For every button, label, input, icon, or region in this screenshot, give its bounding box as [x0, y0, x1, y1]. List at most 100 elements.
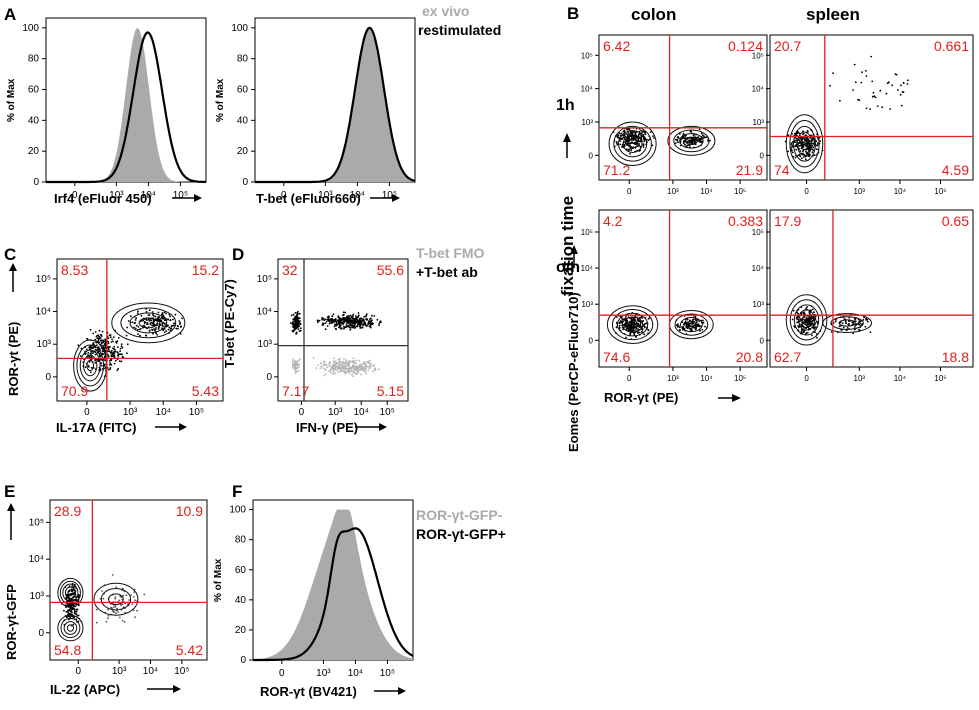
- event-dot: [328, 363, 330, 365]
- contour-ring: [627, 138, 638, 149]
- event-dot: [799, 150, 802, 153]
- event-dot: [627, 148, 630, 151]
- event-dot: [373, 364, 375, 367]
- spleen-header: spleen: [806, 5, 860, 24]
- event-dot: [897, 89, 899, 91]
- event-dot: [156, 318, 158, 321]
- event-dot: [100, 364, 103, 367]
- y-axis-label: % of Max: [6, 78, 17, 122]
- event-dot: [794, 141, 797, 143]
- event-dot: [803, 156, 805, 158]
- event-dot: [887, 81, 890, 84]
- ytick-label: 10⁴: [581, 85, 594, 94]
- event-dot: [97, 337, 100, 339]
- event-dot: [345, 325, 348, 327]
- event-dot: [807, 146, 810, 149]
- y-axis-label: % of Max: [213, 558, 224, 602]
- event-dot: [347, 319, 350, 322]
- event-dot: [346, 320, 348, 323]
- event-dot: [811, 151, 814, 154]
- event-dot: [369, 321, 371, 324]
- x-axis-arrowhead: [379, 423, 387, 431]
- event-dot: [124, 611, 126, 614]
- event-dot: [811, 320, 814, 323]
- event-dot: [163, 331, 166, 334]
- contour-ring: [100, 588, 132, 611]
- event-dot: [819, 140, 822, 142]
- event-dot: [122, 587, 124, 590]
- event-dot: [99, 354, 102, 357]
- xtick-label: 10³: [854, 374, 866, 383]
- event-dot: [694, 315, 697, 318]
- event-dot: [362, 318, 365, 321]
- event-dot: [700, 132, 703, 135]
- event-dot: [816, 336, 818, 339]
- event-dot: [696, 319, 699, 321]
- event-dot: [653, 137, 655, 139]
- event-dot: [370, 317, 372, 320]
- event-dot: [629, 142, 631, 145]
- event-dot: [292, 329, 295, 332]
- event-dot: [376, 318, 379, 321]
- contour-ring: [685, 136, 698, 145]
- event-dot: [802, 145, 805, 148]
- event-dot: [344, 320, 346, 323]
- event-dot: [132, 596, 135, 598]
- event-dot: [122, 594, 125, 597]
- event-dot: [151, 329, 154, 331]
- contour-ring: [67, 589, 74, 597]
- event-dot: [158, 326, 160, 329]
- quadrant-lr-value: 21.9: [736, 162, 763, 178]
- event-dot: [120, 345, 123, 348]
- event-dot: [93, 343, 95, 346]
- event-dot: [292, 313, 295, 316]
- event-dot: [108, 363, 111, 366]
- event-dot: [126, 326, 129, 329]
- event-dot: [145, 311, 148, 313]
- contour-ring: [611, 309, 654, 341]
- event-dot: [334, 318, 337, 320]
- event-dot: [378, 322, 381, 325]
- legend-d-fmo: T-bet FMO: [416, 245, 485, 261]
- event-dot: [353, 369, 355, 371]
- event-dot: [866, 320, 869, 323]
- event-dot: [644, 133, 647, 136]
- legend-a-exvivo: ex vivo: [422, 3, 469, 19]
- event-dot: [334, 372, 337, 375]
- contour-ring: [679, 133, 704, 149]
- event-dot: [152, 315, 155, 317]
- quadrant-plot-D: 0 10³ 10⁴ 10⁵ 0 10³ 10⁴ 10⁵ 32 55.6 7.17 5.15 IFN-γ …: [222, 258, 409, 435]
- event-dot: [339, 357, 341, 360]
- event-dot: [354, 322, 356, 324]
- event-dot: [135, 324, 138, 327]
- event-dot: [361, 368, 364, 370]
- event-dot: [687, 144, 689, 147]
- event-dot: [369, 326, 372, 329]
- event-dot: [797, 145, 800, 148]
- event-dot: [337, 319, 340, 322]
- event-dot: [631, 132, 634, 134]
- event-dot: [156, 334, 159, 336]
- event-dot: [73, 612, 76, 614]
- xtick-label: 10⁵: [380, 668, 395, 679]
- event-dot: [365, 367, 367, 369]
- event-dot: [160, 317, 163, 320]
- event-dot: [622, 328, 624, 331]
- event-dot: [101, 330, 104, 333]
- event-dot: [293, 323, 295, 325]
- event-dot: [69, 612, 71, 615]
- event-dot: [104, 359, 106, 362]
- event-dot: [349, 317, 352, 320]
- event-dot: [621, 318, 624, 321]
- event-dot: [869, 331, 872, 333]
- event-dot: [336, 362, 338, 365]
- event-dot: [692, 318, 695, 321]
- event-dot: [137, 310, 139, 313]
- contour-ring: [673, 129, 710, 153]
- histogram-F: 0 20 40 60 80 100 0 10³ 10⁴ 10⁵ % of Max ROR-γt (BV…: [213, 499, 414, 699]
- ytick-label: 10⁴: [257, 307, 272, 318]
- event-dot: [173, 322, 176, 325]
- quadrant-plot-B_colon_on: 0 10³ 10⁴ 10⁵ 0 10³ 10⁴ 10⁵ 4.2 0.383 74.6 20.8: [581, 209, 768, 383]
- plot-frame: [769, 209, 974, 368]
- event-dot: [343, 326, 346, 329]
